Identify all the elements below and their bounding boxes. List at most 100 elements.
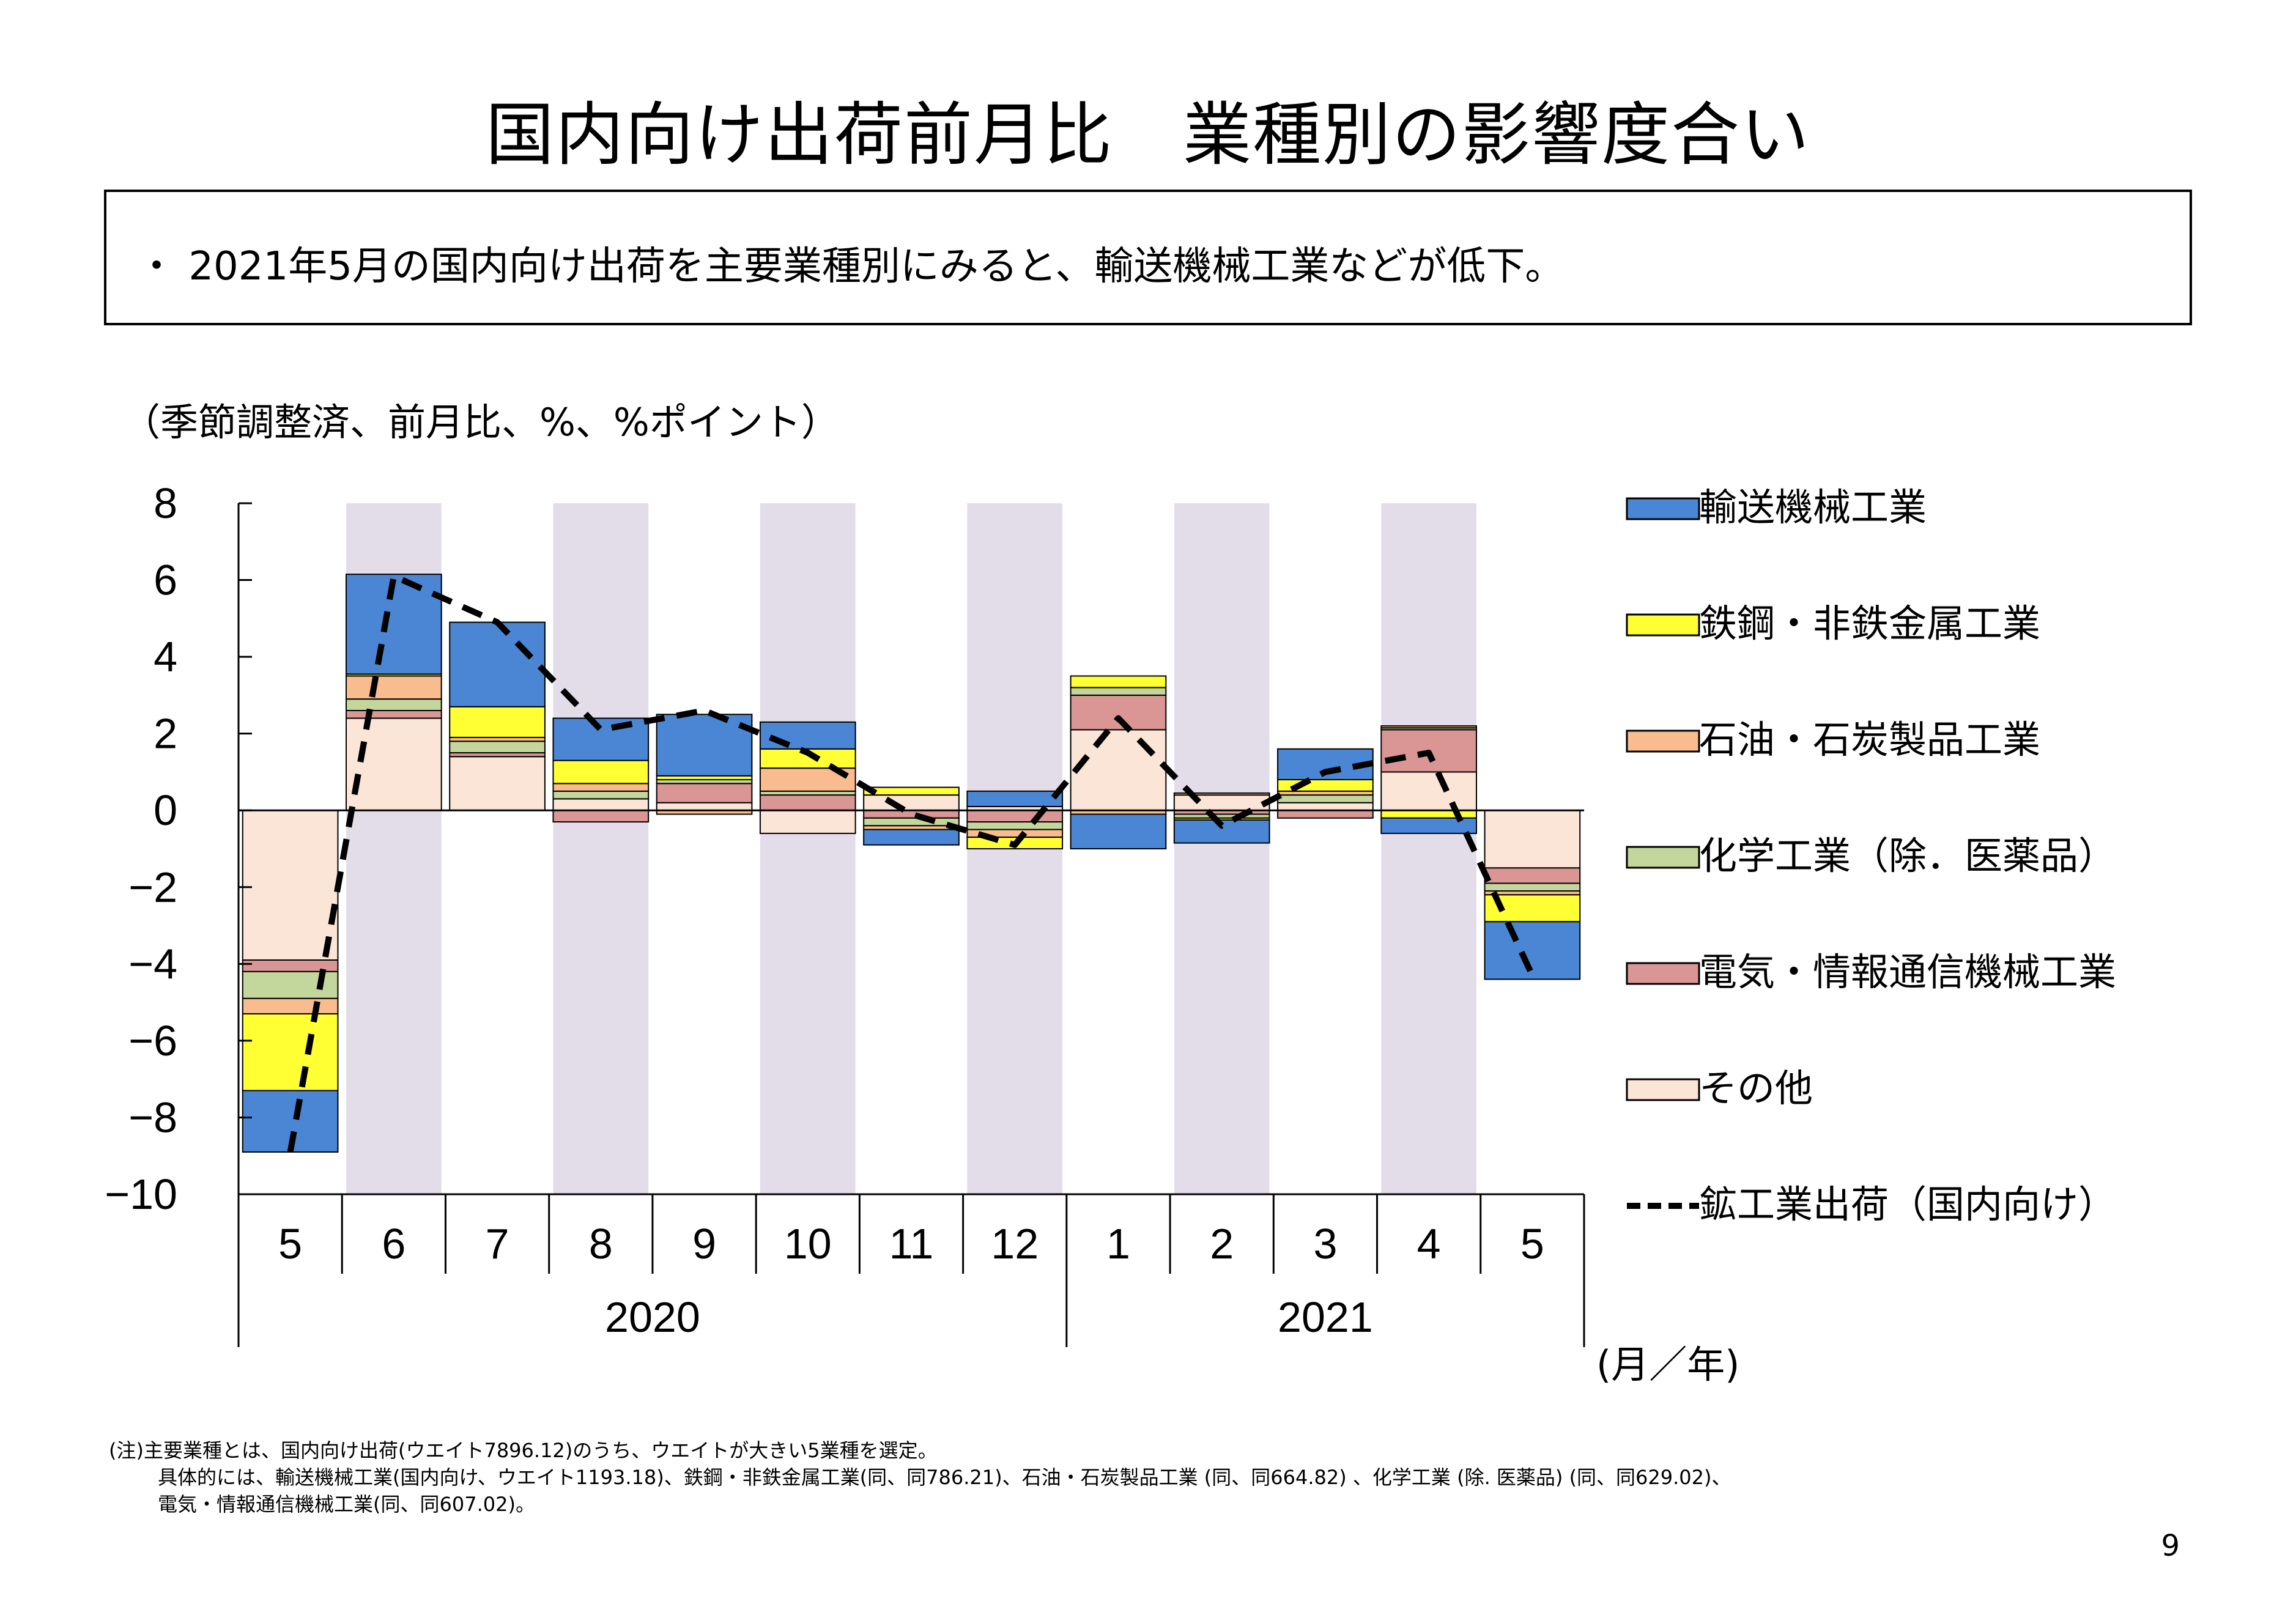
summary-box: ・ 2021年5月の国内向け出荷を主要業種別にみると、輸送機械工業などが低下。 (104, 190, 2192, 325)
bar-segment-steel (1070, 675, 1167, 689)
shade-band (1174, 503, 1270, 1194)
bar-segment-petroleum (1380, 725, 1477, 729)
legend-swatch-transport (1626, 497, 1700, 520)
bar-segment-petroleum (1173, 792, 1270, 796)
bar-segment-other (863, 794, 960, 811)
bar-segment-other (1070, 729, 1167, 811)
y-tick-label: −4 (128, 940, 177, 988)
bar-segment-steel (449, 706, 546, 738)
footnote-line-3: 電気・情報通信機械工業(同、同607.02)。 (158, 1493, 535, 1516)
bar-segment-chemical (552, 790, 650, 800)
bar-segment-transport (863, 829, 960, 846)
y-tick-label: −10 (105, 1170, 177, 1218)
y-tick-label: −2 (128, 863, 177, 911)
bar-segment-transport (449, 621, 546, 707)
bar-segment-transport (966, 790, 1064, 807)
bar-segment-electrical (552, 810, 650, 823)
x-axis-unit-label: (月／年) (1596, 1342, 1739, 1387)
shade-band (1381, 503, 1476, 1194)
bar-segment-electrical (346, 710, 442, 719)
series-line-mining-shipments (287, 573, 1535, 1153)
bar-segment-electrical (1070, 694, 1167, 731)
bar-segment-electrical (759, 794, 856, 811)
x-tick-label: 9 (692, 1220, 716, 1268)
legend-swatch-petroleum (1626, 730, 1700, 753)
footnote: (注)主要業種とは、国内向け出荷(ウエイト7896.12)のうち、ウエイトが大き… (109, 1437, 1731, 1518)
x-tick-label: 5 (1520, 1220, 1544, 1268)
year-label: 2021 (1278, 1293, 1373, 1341)
bar-segment-electrical (863, 810, 960, 819)
bar-segment-steel (1380, 810, 1477, 819)
bar-segment-electrical (1484, 867, 1581, 884)
legend-swatch-electrical (1626, 962, 1700, 985)
bar-segment-other (552, 798, 650, 811)
legend-label-chemical: 化学工業（除．医薬品） (1699, 833, 2116, 878)
y-tick-label: 8 (154, 479, 177, 527)
y-tick-label: 6 (154, 556, 177, 604)
bar-segment-other (656, 802, 753, 811)
x-tick-label: 1 (1106, 1220, 1130, 1268)
x-tick-label: 7 (486, 1220, 509, 1268)
bar-segment-transport (759, 721, 856, 750)
bar-segment-other (346, 717, 442, 811)
legend-label-steel: 鉄鋼・非鉄金属工業 (1699, 601, 2040, 646)
shade-band (760, 503, 856, 1194)
shade-band (553, 503, 649, 1194)
y-tick-label: 0 (154, 786, 177, 834)
bar-segment-chemical (1070, 687, 1167, 696)
bar-segment-chemical (346, 698, 442, 711)
x-tick-label: 11 (889, 1220, 934, 1268)
bar-segment-other (449, 756, 546, 811)
legend-label-transport: 輸送機械工業 (1699, 485, 1927, 530)
y-tick-label: 4 (154, 633, 177, 681)
legend-swatch-other (1626, 1078, 1700, 1101)
bar-segment-petroleum (242, 997, 339, 1014)
x-tick-label: 5 (278, 1220, 302, 1268)
bar-segment-transport (1070, 813, 1167, 849)
legend-label-other: その他 (1699, 1066, 1813, 1110)
bar-segment-chemical (1277, 794, 1374, 803)
bar-segment-transport (552, 717, 650, 761)
page-title: 国内向け出荷前月比 業種別の影響度合い (486, 95, 1810, 175)
bar-segment-other (1277, 802, 1374, 811)
bar-segment-electrical (656, 783, 753, 803)
bar-segment-steel (242, 1013, 339, 1092)
bar-segment-chemical (863, 817, 960, 827)
bar-segment-chemical (449, 741, 546, 754)
legend-label-electrical: 電気・情報通信機械工業 (1699, 950, 2116, 994)
footnote-line-1: (注)主要業種とは、国内向け出荷(ウエイト7896.12)のうち、ウエイトが大き… (109, 1439, 938, 1462)
y-tick-label: −8 (128, 1093, 177, 1141)
legend-swatch-steel (1626, 613, 1700, 637)
bar-segment-steel (863, 786, 960, 796)
x-tick-label: 6 (382, 1220, 406, 1268)
mining-shipments-line (287, 573, 1535, 1153)
year-label: 2020 (605, 1293, 700, 1341)
x-tick-label: 3 (1313, 1220, 1337, 1268)
stacked-bars (242, 574, 1581, 1153)
bar-segment-petroleum (552, 783, 650, 792)
bar-segment-other (1484, 810, 1581, 869)
bar-segment-transport (1484, 921, 1581, 980)
legend-swatch-chemical (1626, 846, 1700, 869)
bar-segment-chemical (966, 821, 1064, 830)
legend-label-petroleum: 石油・石炭製品工業 (1699, 717, 2040, 762)
legend-label-line: 鉱工業出荷（国内向け） (1699, 1182, 2116, 1227)
x-tick-label: 10 (784, 1220, 832, 1268)
units-note: （季節調整済、前月比、%、%ポイント） (122, 400, 839, 445)
bar-segment-chemical (1484, 882, 1581, 892)
bar-segment-other (1380, 771, 1477, 811)
bar-segment-petroleum (346, 675, 442, 700)
y-tick-label: −6 (128, 1017, 177, 1065)
x-tick-label: 8 (589, 1220, 613, 1268)
bar-segment-other (1173, 794, 1270, 811)
x-tick-label: 4 (1417, 1220, 1441, 1268)
bar-segment-steel (552, 759, 650, 785)
y-tick-label: 2 (154, 710, 177, 758)
x-tick-label: 12 (991, 1220, 1039, 1268)
footnote-line-2: 具体的には、輸送機械工業(国内向け、ウエイト1193.18)、鉄鋼・非鉄金属工業… (158, 1466, 1731, 1489)
bar-segment-electrical (1277, 810, 1374, 819)
bar-segment-electrical (966, 810, 1064, 823)
